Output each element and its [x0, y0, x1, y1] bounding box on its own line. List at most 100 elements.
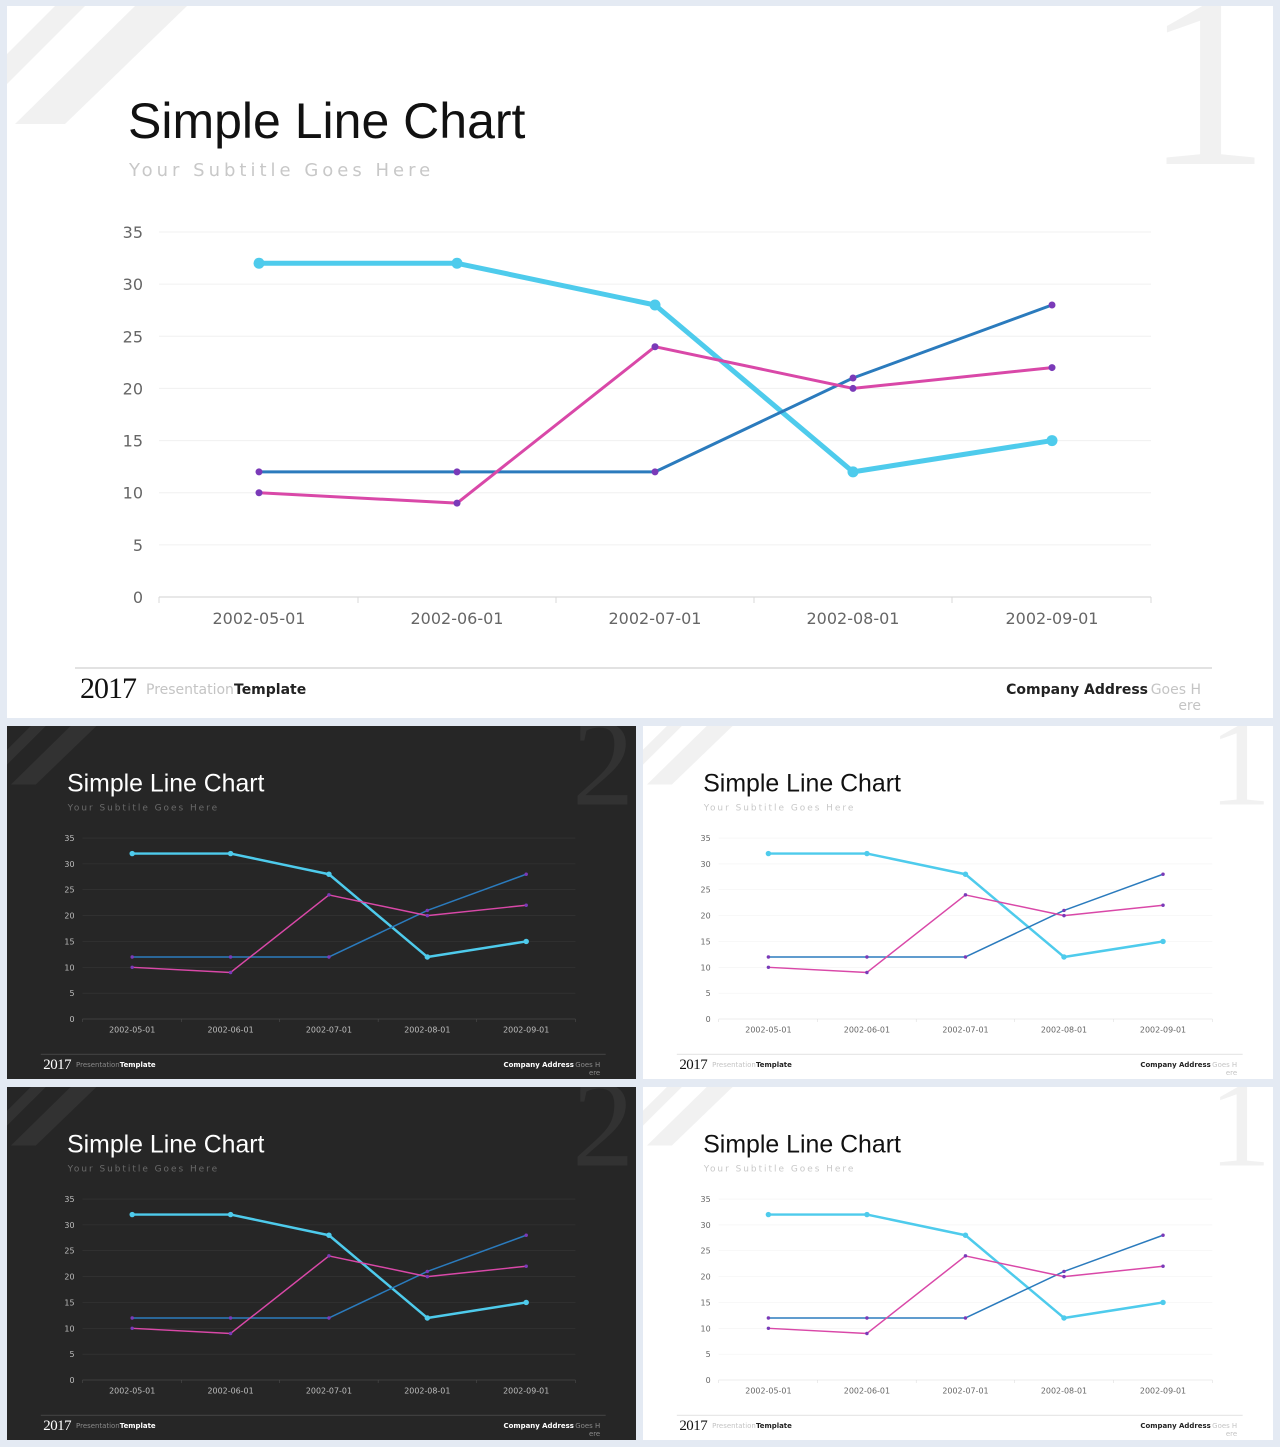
y-tick-label: 15: [64, 937, 74, 946]
data-point: [327, 1254, 331, 1258]
x-tick-label: 2002-09-01: [503, 1025, 549, 1034]
y-tick-label: 30: [701, 860, 711, 869]
decor-stripe: [646, 1087, 733, 1146]
footer-template-bold: Template: [234, 682, 306, 698]
slide-background: [643, 726, 1273, 1079]
data-point: [849, 384, 857, 392]
x-tick-label: 2002-08-01: [1041, 1386, 1087, 1395]
data-point: [326, 871, 332, 877]
y-tick-label: 35: [701, 1195, 711, 1204]
slide-title: Simple Line Chart: [128, 93, 526, 149]
line-chart: 0 5 10 15 20 25 30 35 2002-05-01 2002-06-01 2002-0…: [123, 223, 1152, 628]
data-point: [228, 1331, 233, 1336]
x-tick-label: 2002-05-01: [745, 1025, 791, 1034]
slide-subtitle: Your Subtitle Goes Here: [67, 803, 219, 813]
slide-canvas: 1 Simple Line Chart Your Subtitle Goes Her…: [643, 1087, 1273, 1440]
y-tick-label: 15: [123, 432, 143, 451]
slide-canvas: 1 Simple Line Chart Your Subtitle Goes Her…: [7, 6, 1273, 718]
y-tick-label: 10: [701, 963, 711, 972]
slide-subtitle: Your Subtitle Goes Here: [703, 803, 856, 813]
y-tick-label: 25: [64, 886, 74, 895]
data-point: [1062, 1269, 1066, 1274]
y-tick-label: 10: [123, 484, 143, 503]
y-tick-label: 20: [123, 379, 143, 398]
data-point: [766, 955, 771, 959]
data-point: [1160, 1299, 1166, 1306]
data-point: [129, 1211, 135, 1218]
footer-template-bold: Template: [120, 1422, 156, 1430]
slide-2: 2 Simple Line Chart Your Subtitle Goes Her…: [7, 726, 636, 1079]
data-point: [524, 1264, 528, 1268]
line-chart: 0 5 10 15 20 25 30 35 2002-05-01 2002-06-01 2002-0…: [64, 834, 576, 1034]
footer-address-light: Goes H: [575, 1061, 600, 1069]
data-point: [1161, 903, 1165, 907]
footer-template-light: Presentation: [712, 1422, 756, 1430]
x-tick-label: 2002-05-01: [213, 609, 306, 628]
x-tick-label: 2002-08-01: [404, 1025, 450, 1034]
y-tick-label: 30: [701, 1221, 711, 1230]
x-tick-label: 2002-09-01: [1006, 609, 1099, 628]
y-tick-label: 0: [706, 1015, 711, 1024]
slide-number-watermark: 1: [1209, 726, 1271, 831]
data-point: [765, 1211, 772, 1218]
data-point: [1161, 872, 1165, 876]
footer-address-bold: Company Address: [504, 1422, 574, 1430]
data-point: [865, 970, 869, 975]
footer-address-light: Goes H: [575, 1422, 600, 1430]
footer-template-bold: Template: [756, 1422, 792, 1430]
decor-stripe: [10, 1087, 97, 1146]
slide-title: Simple Line Chart: [703, 770, 901, 797]
data-point: [524, 1233, 528, 1237]
x-tick-label: 2002-06-01: [844, 1025, 890, 1034]
slide-number-watermark: 1: [1209, 1087, 1271, 1192]
y-tick-label: 10: [64, 963, 74, 972]
footer-year: 2017: [80, 672, 137, 705]
data-point: [326, 1232, 332, 1238]
footer-year: 2017: [43, 1418, 72, 1434]
footer-address-light-wrap: ere: [589, 1430, 600, 1438]
data-point: [766, 1326, 771, 1331]
y-tick-label: 0: [706, 1376, 711, 1385]
slide-background: [643, 1087, 1273, 1440]
slide-subtitle: Your Subtitle Goes Here: [128, 160, 434, 181]
data-point: [424, 954, 431, 960]
data-point: [1048, 301, 1056, 309]
data-point: [864, 1211, 870, 1218]
footer-address-light-wrap: ere: [1226, 1069, 1237, 1077]
data-point: [1048, 364, 1056, 372]
data-point: [1160, 938, 1166, 945]
data-point: [963, 1316, 968, 1320]
footer-address-light: Goes H: [1212, 1422, 1237, 1430]
data-point: [228, 1316, 233, 1320]
x-tick-label: 2002-06-01: [207, 1025, 253, 1034]
footer-address-light-wrap: ere: [1226, 1430, 1237, 1438]
slide-4: 2 Simple Line Chart Your Subtitle Goes Her…: [7, 1087, 636, 1440]
data-point: [847, 466, 859, 478]
data-point: [651, 468, 659, 476]
decor-stripe: [7, 1087, 46, 1126]
footer-address-light-wrap: ere: [1178, 698, 1201, 714]
footer-template-light: Presentation: [146, 682, 234, 698]
data-point: [1161, 1264, 1165, 1268]
y-tick-label: 30: [123, 275, 143, 294]
x-tick-label: 2002-09-01: [503, 1386, 549, 1395]
data-point: [1061, 1315, 1067, 1321]
slide-number-watermark: 2: [572, 1087, 634, 1192]
y-tick-label: 5: [70, 989, 75, 998]
data-point: [255, 468, 263, 476]
data-point: [130, 965, 134, 970]
y-tick-label: 5: [706, 1350, 711, 1359]
line-chart: 0 5 10 15 20 25 30 35 2002-05-01 2002-06-01 2002-0…: [64, 1195, 576, 1395]
x-tick-label: 2002-05-01: [109, 1386, 155, 1395]
x-tick-label: 2002-06-01: [844, 1386, 890, 1395]
decor-stripe: [646, 726, 733, 785]
line-chart: 0 5 10 15 20 25 30 35 2002-05-01 2002-06-01 2002-0…: [701, 834, 1213, 1034]
y-tick-label: 20: [64, 912, 74, 921]
data-point: [424, 1315, 431, 1321]
footer-address-light: Goes H: [1151, 682, 1201, 698]
y-tick-label: 15: [701, 937, 711, 946]
x-tick-label: 2002-07-01: [942, 1025, 988, 1034]
x-tick-label: 2002-08-01: [404, 1386, 450, 1395]
y-tick-label: 25: [123, 327, 143, 346]
footer-template-light: Presentation: [712, 1061, 756, 1069]
